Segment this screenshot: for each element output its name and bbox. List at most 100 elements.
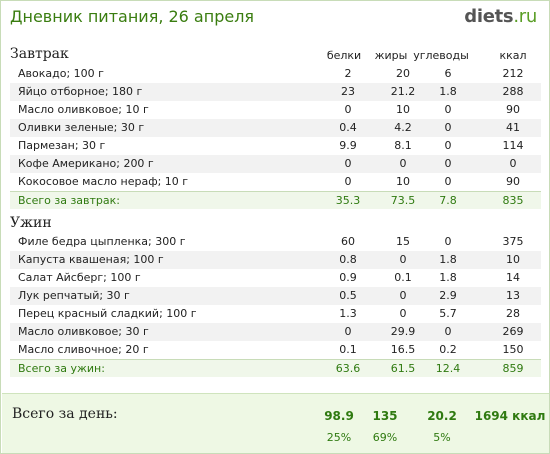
food-row: Филе бедра цыпленка; 300 г 60 15 0 375 (10, 233, 541, 251)
meal-title-breakfast: Завтрак (10, 46, 69, 62)
food-name: Масло сливочное; 20 г (18, 343, 149, 356)
food-fat: 0 (399, 253, 407, 266)
column-header-kcal: ккал (499, 49, 527, 62)
meal-total-label: Всего за ужин: (18, 362, 105, 375)
food-kcal: 375 (502, 235, 524, 248)
food-protein: 23 (341, 85, 355, 98)
food-kcal: 114 (502, 139, 524, 152)
day-carbs: 20.2 (427, 409, 457, 423)
food-protein: 0.1 (339, 343, 357, 356)
food-carbs: 0 (444, 103, 452, 116)
logo-main: diets (464, 6, 514, 27)
total-fat: 73.5 (390, 194, 416, 207)
food-fat: 0 (399, 307, 407, 320)
food-name: Лук репчатый; 30 г (18, 289, 130, 302)
food-carbs: 0 (444, 121, 452, 134)
food-name: Кокосовое масло нераф; 10 г (18, 175, 189, 188)
food-name: Капуста квашеная; 100 г (18, 253, 164, 266)
total-carbs: 7.8 (439, 194, 457, 207)
column-header-fat: жиры (374, 49, 408, 62)
total-fat: 61.5 (390, 362, 416, 375)
food-name: Пармезан; 30 г (18, 139, 106, 152)
food-protein: 0.5 (339, 289, 357, 302)
day-fat: 135 (372, 409, 398, 423)
food-row: Кокосовое масло нераф; 10 г 0 10 0 90 (10, 173, 541, 191)
food-kcal: 10 (506, 253, 520, 266)
food-protein: 0 (344, 325, 352, 338)
food-protein: 0 (344, 157, 352, 170)
food-fat: 15 (396, 235, 410, 248)
food-protein: 0 (344, 103, 352, 116)
food-kcal: 0 (509, 157, 517, 170)
total-protein: 63.6 (335, 362, 361, 375)
food-name: Яйцо отборное; 180 г (18, 85, 143, 98)
food-carbs: 6 (444, 67, 452, 80)
header: Дневник питания, 26 апреля diets.ru (1, 1, 549, 37)
food-fat: 4.2 (394, 121, 412, 134)
food-fat: 10 (396, 175, 410, 188)
food-fat: 0 (399, 157, 407, 170)
food-fat: 0.1 (394, 271, 412, 284)
food-carbs: 1.8 (439, 271, 457, 284)
food-carbs: 1.8 (439, 253, 457, 266)
food-row: Кофе Американо; 200 г 0 0 0 0 (10, 155, 541, 173)
food-kcal: 288 (502, 85, 524, 98)
food-carbs: 0 (444, 157, 452, 170)
food-protein: 9.9 (339, 139, 357, 152)
food-fat: 16.5 (390, 343, 416, 356)
food-name: Авокадо; 100 г (18, 67, 104, 80)
food-row: Перец красный сладкий; 100 г 1.3 0 5.7 2… (10, 305, 541, 323)
day-carbs-percent: 5% (433, 431, 451, 444)
food-kcal: 150 (502, 343, 524, 356)
food-protein: 0.4 (339, 121, 357, 134)
food-fat: 10 (396, 103, 410, 116)
food-kcal: 90 (506, 103, 520, 116)
food-name: Кофе Американо; 200 г (18, 157, 154, 170)
food-name: Филе бедра цыпленка; 300 г (18, 235, 186, 248)
food-carbs: 0 (444, 139, 452, 152)
day-kcal: 1694 ккал (474, 409, 546, 423)
day-protein-percent: 25% (326, 431, 352, 444)
page-title: Дневник питания, 26 апреля (10, 7, 255, 26)
food-protein: 0.8 (339, 253, 357, 266)
total-carbs: 12.4 (435, 362, 461, 375)
food-protein: 0.9 (339, 271, 357, 284)
food-row: Пармезан; 30 г 9.9 8.1 0 114 (10, 137, 541, 155)
food-kcal: 28 (506, 307, 520, 320)
food-fat: 29.9 (390, 325, 416, 338)
meal-total-row: Всего за завтрак: 35.3 73.5 7.8 835 (10, 191, 541, 209)
total-kcal: 859 (502, 362, 524, 375)
food-row: Яйцо отборное; 180 г 23 21.2 1.8 288 (10, 83, 541, 101)
food-carbs: 0 (444, 235, 452, 248)
food-kcal: 269 (502, 325, 524, 338)
food-row: Капуста квашеная; 100 г 0.8 0 1.8 10 (10, 251, 541, 269)
food-row: Авокадо; 100 г 2 20 6 212 (10, 65, 541, 83)
food-carbs: 2.9 (439, 289, 457, 302)
column-header-protein: белки (326, 49, 362, 62)
food-carbs: 1.8 (439, 85, 457, 98)
food-row: Масло сливочное; 20 г 0.1 16.5 0.2 150 (10, 341, 541, 359)
food-fat: 21.2 (390, 85, 416, 98)
food-carbs: 5.7 (439, 307, 457, 320)
food-name: Салат Айсберг; 100 г (18, 271, 141, 284)
food-kcal: 41 (506, 121, 520, 134)
meal-total-label: Всего за завтрак: (18, 194, 121, 207)
food-protein: 2 (344, 67, 352, 80)
food-kcal: 13 (506, 289, 520, 302)
food-protein: 1.3 (339, 307, 357, 320)
food-kcal: 90 (506, 175, 520, 188)
site-logo[interactable]: diets.ru (464, 6, 537, 27)
meal-total-row: Всего за ужин: 63.6 61.5 12.4 859 (10, 359, 541, 377)
food-fat: 8.1 (394, 139, 412, 152)
food-protein: 0 (344, 175, 352, 188)
food-name: Оливки зеленые; 30 г (18, 121, 145, 134)
food-name: Масло оливковое; 10 г (18, 103, 149, 116)
column-header-carbs: углеводы (413, 49, 469, 62)
day-fat-percent: 69% (372, 431, 398, 444)
food-name: Масло оливковое; 30 г (18, 325, 149, 338)
food-carbs: 0 (444, 325, 452, 338)
day-total-label: Всего за день: (12, 406, 118, 422)
food-fat: 20 (396, 67, 410, 80)
food-name: Перец красный сладкий; 100 г (18, 307, 197, 320)
